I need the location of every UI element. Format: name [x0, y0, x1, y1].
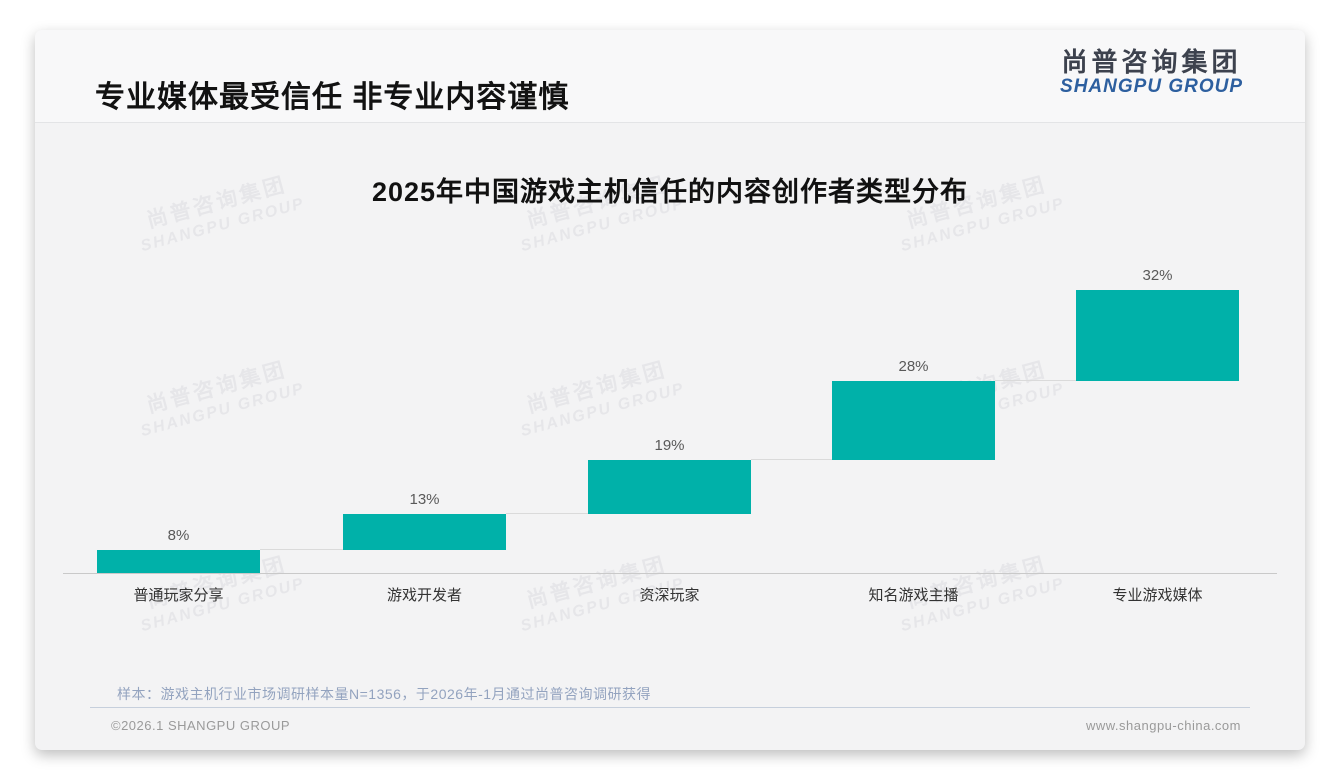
chart-title: 2025年中国游戏主机信任的内容创作者类型分布: [371, 177, 969, 207]
step-connector-line: [995, 379, 1076, 381]
category-label: 专业游戏媒体: [1112, 587, 1203, 604]
chart-plot-area: 8% 普通玩家分享 13% 游戏开发者 19% 资深玩家 28% 知名游戏主播 32% 专业游戏媒…: [63, 268, 1277, 604]
footer-divider: [90, 707, 1250, 708]
step-connector-line: [506, 512, 588, 514]
shangpu-logo: 尚普咨询集团 SHANGPU GROUP: [1060, 48, 1243, 97]
sample-footnote: 样本：游戏主机行业市场调研样本量N=1356，于2026年-1月通过尚普咨询调研…: [117, 686, 652, 702]
value-label: 28%: [898, 357, 929, 375]
step-connector-line: [260, 549, 343, 551]
bar-普通玩家分享: [97, 550, 260, 573]
copyright-text: ©2026.1 SHANGPU GROUP: [111, 718, 291, 733]
logo-text-en: SHANGPU GROUP: [1060, 75, 1243, 97]
page-title: 专业媒体最受信任 非专业内容谨慎: [95, 81, 570, 114]
bar-专业游戏媒体: [1076, 290, 1239, 381]
website-url: www.shangpu-china.com: [1085, 718, 1241, 733]
category-label: 普通玩家分享: [133, 587, 224, 604]
slide-card: 专业媒体最受信任 非专业内容谨慎 尚普咨询集团 SHANGPU GROUP 尚普…: [35, 30, 1305, 750]
bar-资深玩家: [588, 459, 751, 514]
slide-header: 专业媒体最受信任 非专业内容谨慎 尚普咨询集团 SHANGPU GROUP: [35, 30, 1305, 123]
category-label: 知名游戏主播: [868, 587, 959, 604]
value-label: 32%: [1142, 267, 1173, 284]
bar-游戏开发者: [343, 513, 506, 551]
category-label: 游戏开发者: [386, 587, 463, 604]
value-label: 13%: [409, 490, 440, 508]
category-label: 资深玩家: [639, 587, 700, 604]
value-label: 19%: [654, 436, 685, 454]
logo-text-cn: 尚普咨询集团: [1061, 47, 1242, 77]
step-connector-line: [751, 458, 832, 460]
bar-知名游戏主播: [832, 380, 995, 460]
value-label: 8%: [167, 527, 190, 545]
x-axis-line: [63, 573, 1277, 574]
